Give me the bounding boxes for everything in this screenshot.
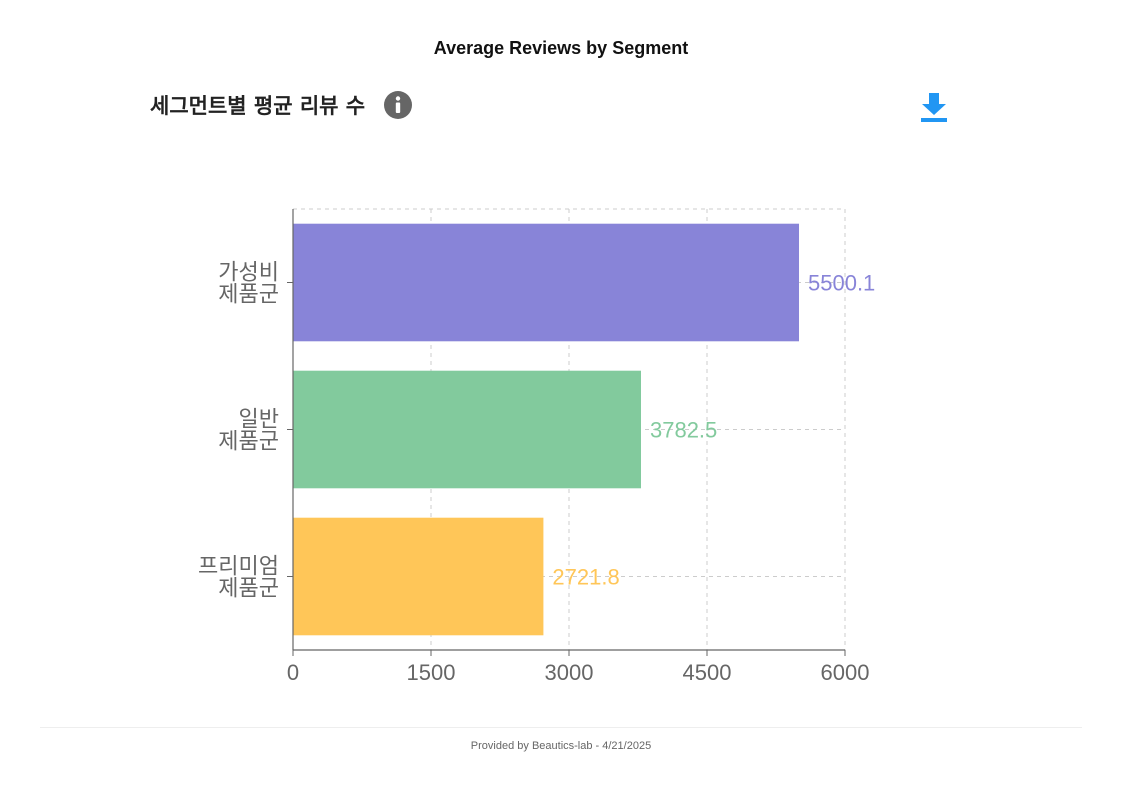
page-title: Average Reviews by Segment [433,38,689,58]
download-icon [921,93,947,122]
info-icon[interactable] [383,90,413,120]
value-label: 3782.5 [650,418,717,443]
y-category-label: 일반 제품군 [218,407,279,454]
x-tick-label: 4500 [683,660,732,685]
x-tick-label: 3000 [545,660,594,685]
value-label: 5500.1 [808,271,875,296]
bar [293,223,800,342]
chart-title: 세그먼트별 평균 리뷰 수 [150,94,366,118]
x-tick-label: 1500 [407,660,456,685]
chart-header: 세그먼트별 평균 리뷰 수 [150,90,413,120]
value-label: 2721.8 [552,565,619,590]
bar [293,517,544,636]
download-button[interactable] [918,91,950,125]
footer-divider [40,727,1082,728]
footer-text: Provided by Beautics-lab - 4/21/2025 [470,740,652,752]
bar [293,370,641,489]
x-tick-label: 6000 [821,660,870,685]
x-tick-label: 0 [287,660,299,685]
y-category-label: 가성비 제품군 [218,260,279,307]
y-category-label: 프리미엄 제품군 [198,554,279,601]
